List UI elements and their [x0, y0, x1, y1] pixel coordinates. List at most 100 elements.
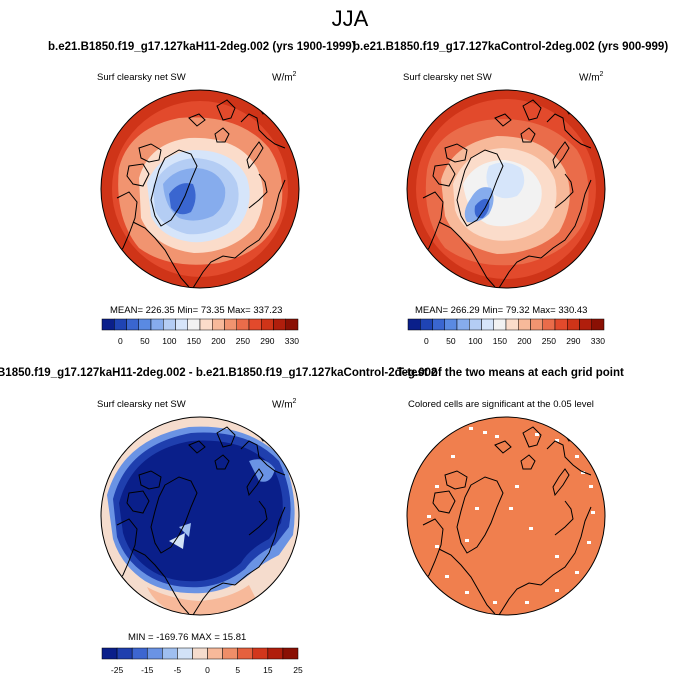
map-3-coastline-5 [192, 582, 236, 615]
colorbar-1-box-10 [224, 318, 237, 331]
map-3-coastline-12 [188, 440, 206, 454]
map-4-coastline-1 [444, 470, 468, 490]
colorbar-3-tick-label: -15 [141, 665, 154, 675]
panel-2-stats: MEAN= 266.29 Min= 79.32 Max= 330.43 [415, 305, 588, 316]
panel-1-colorbar: 0 50 100 150 200 250 290 330 [101, 318, 299, 346]
map-1-coastline-5 [192, 255, 236, 288]
colorbar-2-box-6 [481, 318, 494, 331]
colorbar-2-box-13 [567, 318, 580, 331]
map-4-insignificant-cell [435, 485, 439, 488]
panel-4-title: T-test of the two means at each grid poi… [397, 367, 624, 379]
panel-2-units: W/m2 [579, 71, 603, 83]
panel-4-polar-map [406, 416, 606, 616]
colorbar-3-box-5 [177, 647, 193, 660]
colorbar-2-tick-label: 290 [566, 336, 580, 346]
panel-1-units-exp: 2 [292, 71, 297, 78]
map-4-coastline-12 [494, 440, 512, 454]
map-2-coastline-11 [520, 127, 536, 143]
colorbar-1-box-9 [212, 318, 225, 331]
colorbar-2-tick-label: 200 [517, 336, 531, 346]
panel-1-units: W/m2 [272, 71, 296, 83]
panel-3-stats: MIN = -169.76 MAX = 15.81 [128, 632, 247, 643]
map-2-coastline-6 [540, 179, 592, 259]
map-3-coastline-9 [240, 440, 286, 476]
map-2-band-pole [486, 162, 525, 199]
colorbar-3-tick-label: 25 [293, 665, 303, 675]
map-1-coastline-7 [248, 173, 268, 209]
colorbar-2-box-3 [444, 318, 458, 331]
colorbar-1-tick-label: 290 [260, 336, 274, 346]
figure-title: JJA [331, 6, 369, 31]
map-1-band-greenland-low [169, 183, 196, 215]
map-4-insignificant-cell [493, 601, 497, 604]
colorbar-1-box-12 [248, 318, 262, 331]
map-1-coastlines [106, 99, 286, 288]
panel-2-polar-map [406, 89, 606, 289]
map-1-coastline-11 [214, 127, 230, 143]
colorbar-3-box-11 [267, 647, 284, 660]
map-1-field [101, 90, 299, 288]
map-4-insignificant-cell [575, 455, 579, 458]
panel-1-stats: MEAN= 226.35 Min= 73.35 Max= 337.23 [110, 305, 283, 316]
colorbar-1-box-3 [138, 318, 152, 331]
colorbar-3-box-3 [146, 647, 163, 660]
colorbar-1-box-4 [150, 318, 164, 331]
colorbar-2-tick-label: 250 [542, 336, 556, 346]
map-4-insignificant-cell [555, 555, 559, 558]
map-4-insignificant-cell [581, 471, 585, 474]
colorbar-2-tick-label: 100 [468, 336, 482, 346]
colorbar-2-box-9 [518, 318, 531, 331]
map-4-frame [406, 416, 606, 616]
panel-3-units-base: W/m [272, 399, 293, 411]
map-4-coastline-0 [456, 476, 504, 554]
map-4-insignificant-cell [535, 433, 539, 436]
map-1-coastline-2 [126, 163, 150, 187]
panel-3-variable: Surf clearsky net SW [97, 399, 186, 410]
colorbar-2-box-4 [456, 318, 470, 331]
map-3-band-deep [119, 440, 283, 582]
colorbar-3-box-6 [192, 647, 208, 660]
panel-1-variable: Surf clearsky net SW [97, 72, 186, 83]
map-3-field [101, 417, 299, 615]
map-4-insignificant-cell [587, 541, 591, 544]
map-4-insignificant-cell [555, 589, 559, 592]
colorbar-3-box-7 [207, 647, 223, 660]
map-2-coastline-9 [546, 113, 592, 149]
colorbar-1-tick-label: 330 [285, 336, 299, 346]
colorbar-3-tick-label: -5 [174, 665, 182, 675]
panel-3-title: B1850.f19_g17.127kaH11-2deg.002 - b.e21.… [0, 367, 438, 379]
colorbar-1-box-14 [273, 318, 286, 331]
map-4-insignificant-cell [475, 507, 479, 510]
map-3-coastline-1 [138, 470, 162, 490]
map-1-coastline-0 [150, 149, 198, 227]
colorbar-2-box-8 [505, 318, 519, 331]
map-3-coastline-2 [126, 490, 150, 514]
panel-3-units-exp: 2 [292, 398, 297, 405]
colorbar-2-box-7 [493, 318, 507, 331]
colorbar-3-box-1 [116, 647, 133, 660]
colorbar-1-box-13 [261, 318, 274, 331]
panel-2-units-base: W/m [579, 72, 600, 84]
map-4-insignificant-cell [515, 485, 519, 488]
colorbar-1-tick-label: 150 [187, 336, 201, 346]
panel-2-colorbar: 0 50 100 150 200 250 290 330 [407, 318, 605, 346]
map-2-coastline-10 [522, 99, 542, 121]
map-2-field [407, 90, 605, 288]
map-3-coastline-8 [246, 468, 264, 497]
colorbar-2-box-12 [554, 318, 568, 331]
map-1-coastline-1 [138, 143, 162, 163]
map-4-insignificant-cell [427, 515, 431, 518]
map-4-coastline-8 [552, 468, 570, 497]
map-2-coastlines [412, 99, 592, 288]
colorbar-3-tick-label: -25 [111, 665, 124, 675]
map-1-coastline-10 [216, 99, 236, 121]
map-4-insignificant-cell [495, 435, 499, 438]
map-1-coastline-9 [240, 113, 286, 149]
map-2-coastline-5 [498, 255, 542, 288]
map-2-coastline-12 [494, 113, 512, 127]
map-4-coastline-5 [498, 582, 542, 615]
colorbar-3-box-12 [282, 647, 299, 660]
map-2-coastline-2 [432, 163, 456, 187]
map-4-insignificant-cell [451, 455, 455, 458]
map-2-frame [406, 89, 606, 289]
